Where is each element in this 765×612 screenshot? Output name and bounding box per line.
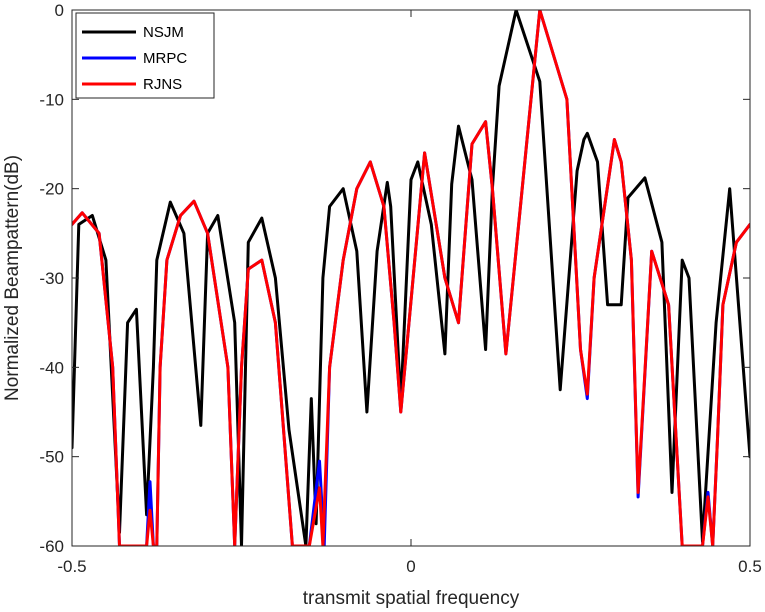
series-line-nsjm [72,10,750,546]
x-axis-label: transmit spatial frequency [303,588,520,609]
y-axis-label: Normalized Beampattern(dB) [2,155,23,401]
legend-label-mrpc: MRPC [143,50,187,67]
legend: NSJM MRPC RJNS [75,12,215,99]
series-line-rjns [72,10,750,546]
y-tick-label: -50 [39,448,64,467]
y-tick-label: -30 [39,269,64,288]
x-tick-label: 0 [406,557,415,576]
y-tick-label: 0 [55,1,64,20]
x-tick-label: -0.5 [57,557,86,576]
x-tick-label: 0.5 [738,557,762,576]
y-tick-label: -20 [39,180,64,199]
y-tick-label: -40 [39,358,64,377]
y-tick-label: -10 [39,90,64,109]
series-layer [72,10,750,546]
legend-label-rjns: RJNS [143,76,182,93]
legend-label-nsjm: NSJM [143,24,184,41]
y-tick-label: -60 [39,537,64,556]
ticks-layer: -0.5 0 0.5 0 -10 -20 -30 -40 -50 -60 [39,1,761,576]
